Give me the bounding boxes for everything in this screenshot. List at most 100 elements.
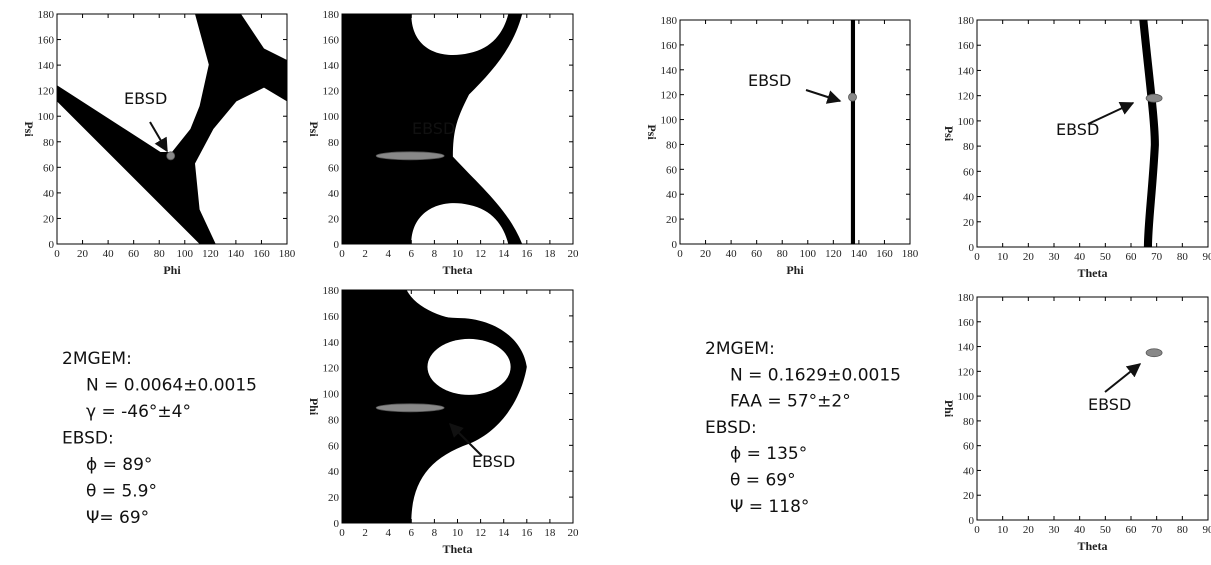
x-tick-label: 16 (521, 248, 533, 260)
x-tick-label: 20 (568, 248, 580, 260)
y-tick-label: 140 (958, 342, 975, 354)
y-tick-label: 160 (958, 317, 975, 329)
y-tick-label: 180 (958, 15, 975, 27)
x-tick-label: 14 (498, 527, 510, 539)
x-tick-label: 6 (409, 248, 415, 260)
x-tick-label: 12 (475, 248, 486, 260)
ebsd-marker (375, 151, 445, 161)
y-tick-label: 160 (323, 35, 340, 47)
text-heading: EBSD: (705, 418, 757, 438)
x-tick-label: 20 (77, 248, 89, 260)
y-tick-label: 80 (328, 137, 340, 149)
y-tick-label: 140 (661, 65, 678, 77)
y-tick-label: 60 (328, 162, 340, 174)
x-tick-label: 50 (1100, 251, 1112, 263)
x-tick-label: 20 (700, 248, 712, 260)
x-tick-label: 160 (253, 248, 270, 260)
region (57, 14, 287, 244)
y-tick-label: 100 (323, 111, 340, 123)
y-tick-label: 40 (328, 466, 340, 478)
region (850, 20, 856, 244)
y-tick-label: 20 (328, 213, 340, 225)
x-tick-label: 40 (103, 248, 115, 260)
y-tick-label: 180 (38, 9, 55, 21)
x-tick-label: 0 (974, 251, 980, 263)
y-tick-label: 100 (958, 116, 975, 128)
x-tick-label: 50 (1100, 524, 1112, 536)
x-tick-label: 140 (851, 248, 868, 260)
y-tick-label: 160 (323, 311, 340, 323)
x-tick-label: 14 (498, 248, 510, 260)
x-axis-label: Theta (1078, 539, 1108, 553)
annotation: EBSD (472, 452, 515, 471)
y-tick-label: 80 (666, 139, 678, 151)
y-tick-label: 180 (958, 292, 975, 304)
x-tick-label: 4 (385, 248, 391, 260)
y-tick-label: 160 (38, 35, 55, 47)
x-tick-label: 70 (1151, 524, 1163, 536)
annotation-arrow (449, 423, 483, 457)
y-tick-label: 20 (328, 492, 340, 504)
x-tick-label: 180 (279, 248, 296, 260)
y-axis-label: Psi (307, 121, 321, 137)
x-tick-label: 18 (544, 248, 556, 260)
y-tick-label: 80 (43, 137, 55, 149)
y-tick-label: 0 (672, 239, 678, 251)
y-axis-label: Psi (942, 126, 956, 142)
y-tick-label: 80 (328, 414, 340, 426)
x-tick-label: 0 (54, 248, 60, 260)
x-tick-label: 10 (997, 251, 1009, 263)
y-tick-label: 20 (43, 213, 55, 225)
y-tick-label: 40 (328, 188, 340, 200)
text-line: FAA = 57°±2° (730, 392, 851, 412)
y-tick-label: 60 (963, 441, 975, 453)
x-tick-label: 0 (339, 248, 345, 260)
y-tick-label: 120 (661, 90, 678, 102)
y-tick-label: 100 (38, 111, 55, 123)
x-tick-label: 10 (452, 248, 464, 260)
x-tick-label: 20 (1023, 524, 1035, 536)
x-tick-label: 60 (128, 248, 140, 260)
x-tick-label: 0 (974, 524, 980, 536)
x-tick-label: 100 (800, 248, 817, 260)
x-tick-label: 30 (1049, 524, 1061, 536)
x-tick-label: 16 (521, 527, 533, 539)
x-tick-label: 60 (751, 248, 763, 260)
x-tick-label: 120 (825, 248, 842, 260)
y-tick-label: 160 (958, 40, 975, 52)
plot-frame (976, 19, 1209, 248)
x-tick-label: 20 (568, 527, 580, 539)
y-tick-label: 100 (661, 115, 678, 127)
ebsd-marker (375, 403, 445, 413)
x-tick-label: 0 (677, 248, 683, 260)
y-tick-label: 20 (963, 217, 975, 229)
text-line: Ψ= 69° (86, 508, 149, 528)
y-tick-label: 140 (323, 60, 340, 72)
y-tick-label: 40 (43, 188, 55, 200)
x-tick-label: 10 (997, 524, 1009, 536)
y-tick-label: 0 (969, 242, 975, 254)
y-tick-label: 120 (958, 366, 975, 378)
annotation-arrow (805, 89, 842, 104)
y-tick-label: 40 (666, 189, 678, 201)
y-tick-label: 80 (963, 141, 975, 153)
y-tick-label: 140 (323, 337, 340, 349)
text-line: γ = -46°±4° (86, 402, 191, 422)
y-axis-label: Psi (22, 121, 36, 137)
plot-frame (56, 13, 288, 245)
annotation: EBSD (124, 89, 167, 108)
y-tick-label: 80 (963, 416, 975, 428)
x-tick-label: 6 (409, 527, 415, 539)
y-tick-label: 0 (334, 239, 340, 251)
annotation: EBSD (412, 119, 455, 138)
y-tick-label: 60 (43, 162, 55, 174)
y-tick-label: 60 (666, 164, 678, 176)
ebsd-marker (166, 151, 176, 161)
x-tick-label: 120 (202, 248, 219, 260)
text-heading: EBSD: (62, 429, 114, 449)
text-heading: 2MGEM: (705, 339, 775, 359)
y-axis-label: Phi (307, 398, 321, 416)
y-tick-label: 140 (38, 60, 55, 72)
x-tick-label: 90 (1203, 524, 1211, 536)
